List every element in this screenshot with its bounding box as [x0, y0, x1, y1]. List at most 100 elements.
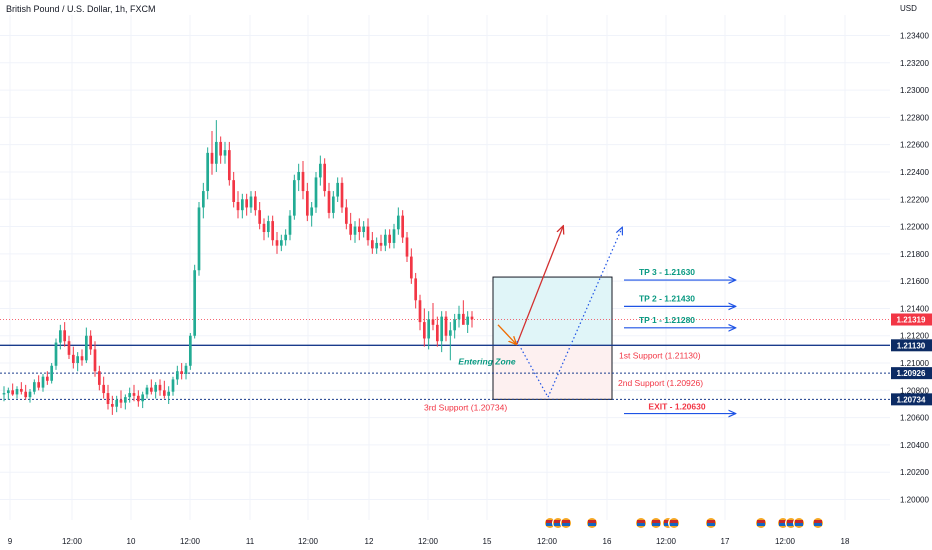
candle-body — [41, 376, 45, 388]
candle-body — [128, 393, 132, 398]
candle-body — [210, 152, 214, 164]
price-label-text: 1.21319 — [897, 316, 926, 325]
event-flag-icon[interactable] — [560, 517, 572, 529]
candle-body — [15, 388, 19, 395]
candle-body — [383, 234, 387, 246]
y-tick-label: 1.21200 — [900, 332, 929, 341]
y-tick-label: 1.20400 — [900, 441, 929, 450]
x-tick-label: 12:00 — [298, 537, 319, 546]
y-tick-label: 1.23200 — [900, 59, 929, 68]
candle-body — [418, 300, 422, 323]
candle-body — [214, 141, 218, 164]
event-flag-icon[interactable] — [650, 517, 662, 529]
y-tick-label: 1.22400 — [900, 168, 929, 177]
y-tick-label: 1.20600 — [900, 414, 929, 423]
candle-body — [288, 215, 292, 235]
candle-body — [275, 240, 279, 246]
event-flag-icon[interactable] — [812, 517, 824, 529]
y-tick-label: 1.22000 — [900, 223, 929, 232]
tp2-label: TP 2 - 1.21430 — [639, 293, 695, 303]
price-label-text: 1.21130 — [897, 341, 926, 350]
event-flag-icon[interactable] — [705, 517, 717, 529]
candle-body — [318, 163, 322, 178]
candle-body — [253, 196, 257, 211]
candle-body — [258, 210, 262, 224]
candle-body — [193, 270, 197, 336]
candle-body — [362, 226, 366, 233]
candle-body — [297, 171, 301, 181]
candle-body — [392, 229, 396, 243]
candle-body — [6, 390, 10, 394]
candle-body — [388, 234, 392, 243]
currency-label: USD — [900, 4, 917, 13]
event-flag-icon[interactable] — [635, 517, 647, 529]
price-label-box — [891, 393, 932, 406]
candle-body — [149, 387, 153, 392]
candle-body — [50, 365, 54, 381]
x-tick-label: 16 — [603, 537, 612, 546]
x-tick-label: 17 — [721, 537, 730, 546]
bullish-arrow — [516, 227, 563, 345]
candle-body — [435, 324, 439, 342]
event-flag-icon[interactable] — [793, 517, 805, 529]
candle-body — [305, 191, 309, 216]
price-label-box — [891, 339, 932, 352]
x-tick-label: 12:00 — [775, 537, 796, 546]
candle-body — [206, 152, 210, 192]
candle-body — [240, 199, 244, 211]
candle-body — [76, 356, 80, 364]
candle-body — [37, 382, 41, 388]
candle-body — [249, 196, 253, 208]
candle-body — [175, 371, 179, 380]
y-tick-label: 1.21800 — [900, 250, 929, 259]
y-tick-label: 1.23000 — [900, 86, 929, 95]
candle-body — [414, 278, 418, 301]
candle-body — [292, 180, 296, 216]
candle-body — [110, 403, 114, 407]
candle-body — [227, 150, 231, 181]
candle-body — [401, 215, 405, 238]
candle-body — [370, 240, 374, 249]
candle-body — [262, 223, 266, 233]
alternate-dip-arrow — [516, 228, 622, 399]
event-flag-icon[interactable] — [755, 517, 767, 529]
x-tick-label: 15 — [483, 537, 492, 546]
candle-body — [431, 319, 435, 325]
candle-body — [123, 397, 127, 403]
event-flag-icon[interactable] — [668, 517, 680, 529]
event-flag-icon[interactable] — [586, 517, 598, 529]
y-tick-label: 1.21600 — [900, 277, 929, 286]
price-label-text: 1.20734 — [897, 395, 926, 404]
candle-body — [375, 242, 379, 249]
candle-body — [132, 393, 136, 396]
candle-body — [440, 316, 444, 342]
candle-body — [409, 256, 413, 279]
candle-body — [284, 234, 288, 241]
candle-body — [422, 322, 426, 339]
candle-body — [171, 379, 175, 392]
candle-body — [466, 316, 470, 325]
candle-body — [89, 335, 93, 350]
candle-body — [158, 384, 162, 391]
candle-body — [344, 207, 348, 224]
candle-body — [102, 384, 106, 394]
candle-body — [71, 354, 75, 364]
x-tick-label: 11 — [246, 537, 255, 546]
price-label-box — [891, 313, 932, 326]
candle-body — [106, 393, 110, 404]
candle-body — [167, 391, 171, 396]
candle-body — [427, 319, 431, 339]
price-label-text: 1.20926 — [897, 369, 926, 378]
candle-body — [54, 342, 58, 366]
candle-body — [19, 388, 23, 392]
tp3-label: TP 3 - 1.21630 — [639, 267, 695, 277]
candle-body — [340, 182, 344, 208]
candle-body — [271, 221, 275, 241]
x-tick-label: 12:00 — [418, 537, 439, 546]
candle-body — [2, 393, 6, 395]
x-tick-label: 10 — [127, 537, 136, 546]
candle-body — [184, 365, 188, 374]
candle-body — [45, 376, 49, 381]
entry-arrow — [497, 324, 516, 344]
